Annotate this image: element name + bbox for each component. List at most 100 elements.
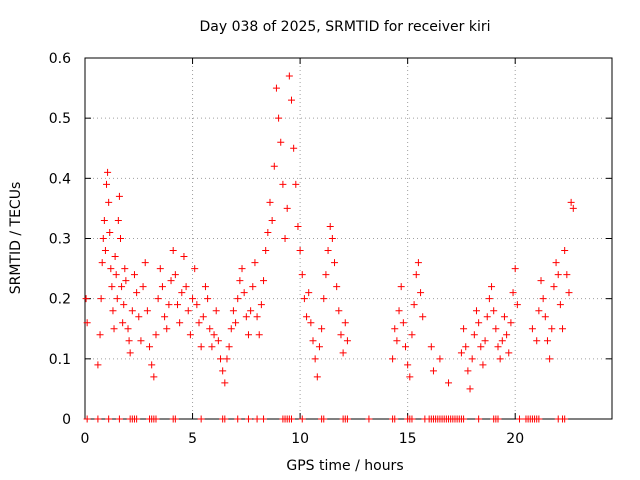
data-point — [221, 379, 229, 387]
y-axis-label: SRMTID / TECUs — [8, 182, 24, 295]
data-point — [232, 319, 240, 327]
data-point — [320, 295, 328, 303]
data-point — [180, 253, 188, 261]
data-point — [528, 325, 536, 333]
data-point — [227, 325, 235, 333]
data-point — [114, 216, 122, 224]
data-point — [569, 204, 577, 212]
data-point — [315, 343, 323, 351]
data-point — [249, 283, 257, 291]
data-point — [307, 319, 315, 327]
data-point — [533, 337, 541, 345]
data-point — [154, 295, 162, 303]
baseline-marker — [171, 415, 179, 423]
baseline-marker — [221, 415, 229, 423]
data-point — [554, 271, 562, 279]
y-tick-label: 0.1 — [49, 352, 71, 368]
data-point — [311, 355, 319, 363]
data-point — [103, 180, 111, 188]
data-point — [436, 355, 444, 363]
data-point — [186, 331, 194, 339]
data-point — [313, 373, 321, 381]
data-point — [238, 265, 246, 273]
data-point — [208, 343, 216, 351]
data-point — [475, 319, 483, 327]
data-point — [206, 325, 214, 333]
data-point — [417, 289, 425, 297]
data-point — [333, 283, 341, 291]
y-tick-label: 0.6 — [49, 51, 71, 67]
data-point — [511, 265, 519, 273]
data-point — [309, 337, 317, 345]
data-point — [99, 235, 107, 242]
baseline-marker — [408, 415, 416, 423]
data-point — [139, 283, 147, 291]
data-point — [163, 325, 171, 333]
axis-ticks: 0 0.1 0.2 0.3 0.4 0.5 0.6 0 5 10 15 20 — [49, 51, 612, 447]
data-point — [513, 301, 521, 309]
data-point — [483, 313, 491, 321]
data-point — [326, 222, 334, 230]
data-point — [488, 283, 496, 291]
data-point — [328, 235, 336, 242]
data-point — [201, 283, 209, 291]
data-point — [195, 319, 203, 327]
data-point — [225, 343, 233, 351]
data-point — [223, 355, 231, 363]
data-point — [479, 361, 487, 369]
baseline-marker — [83, 415, 91, 423]
data-point — [507, 319, 515, 327]
data-point — [264, 228, 272, 236]
data-point — [318, 325, 326, 333]
data-point — [122, 277, 130, 285]
data-point — [251, 259, 259, 267]
data-point — [399, 319, 407, 327]
data-point — [247, 307, 255, 315]
data-point — [240, 289, 248, 297]
data-point — [191, 265, 199, 273]
x-axis-label: GPS time / hours — [286, 458, 403, 474]
x-tick-label: 20 — [506, 431, 524, 447]
plot-area-frame — [84, 57, 613, 420]
data-point — [197, 343, 205, 351]
data-point — [559, 325, 567, 333]
data-point — [189, 295, 197, 303]
data-point — [97, 295, 105, 303]
data-point — [477, 343, 485, 351]
data-point — [152, 331, 160, 339]
data-point — [110, 325, 118, 333]
data-point — [287, 96, 295, 104]
x-tick-label: 10 — [291, 431, 309, 447]
data-point — [335, 307, 343, 315]
data-point — [118, 283, 126, 291]
data-point — [339, 349, 347, 357]
data-point — [505, 349, 513, 357]
data-point — [268, 216, 276, 224]
data-point — [115, 192, 123, 200]
data-point — [565, 289, 573, 297]
baseline-marker — [535, 415, 543, 423]
data-point — [229, 307, 237, 315]
data-point — [109, 307, 117, 315]
data-point — [260, 277, 268, 285]
data-point — [419, 313, 427, 321]
data-point — [108, 283, 116, 291]
data-point — [563, 271, 571, 279]
baseline-marker — [197, 415, 205, 423]
data-point — [257, 301, 265, 309]
data-point — [133, 289, 141, 297]
data-point — [121, 265, 129, 273]
data-point — [158, 283, 166, 291]
data-point — [300, 295, 308, 303]
x-tick-label: 5 — [188, 431, 197, 447]
data-point — [125, 337, 133, 345]
data-point — [535, 307, 543, 315]
data-point — [137, 337, 145, 345]
data-points — [82, 72, 577, 393]
data-point — [272, 84, 280, 92]
data-point — [485, 295, 493, 303]
baseline-markers — [83, 415, 569, 423]
data-point — [234, 295, 242, 303]
data-point — [107, 265, 115, 273]
y-tick-label: 0.5 — [49, 111, 71, 127]
